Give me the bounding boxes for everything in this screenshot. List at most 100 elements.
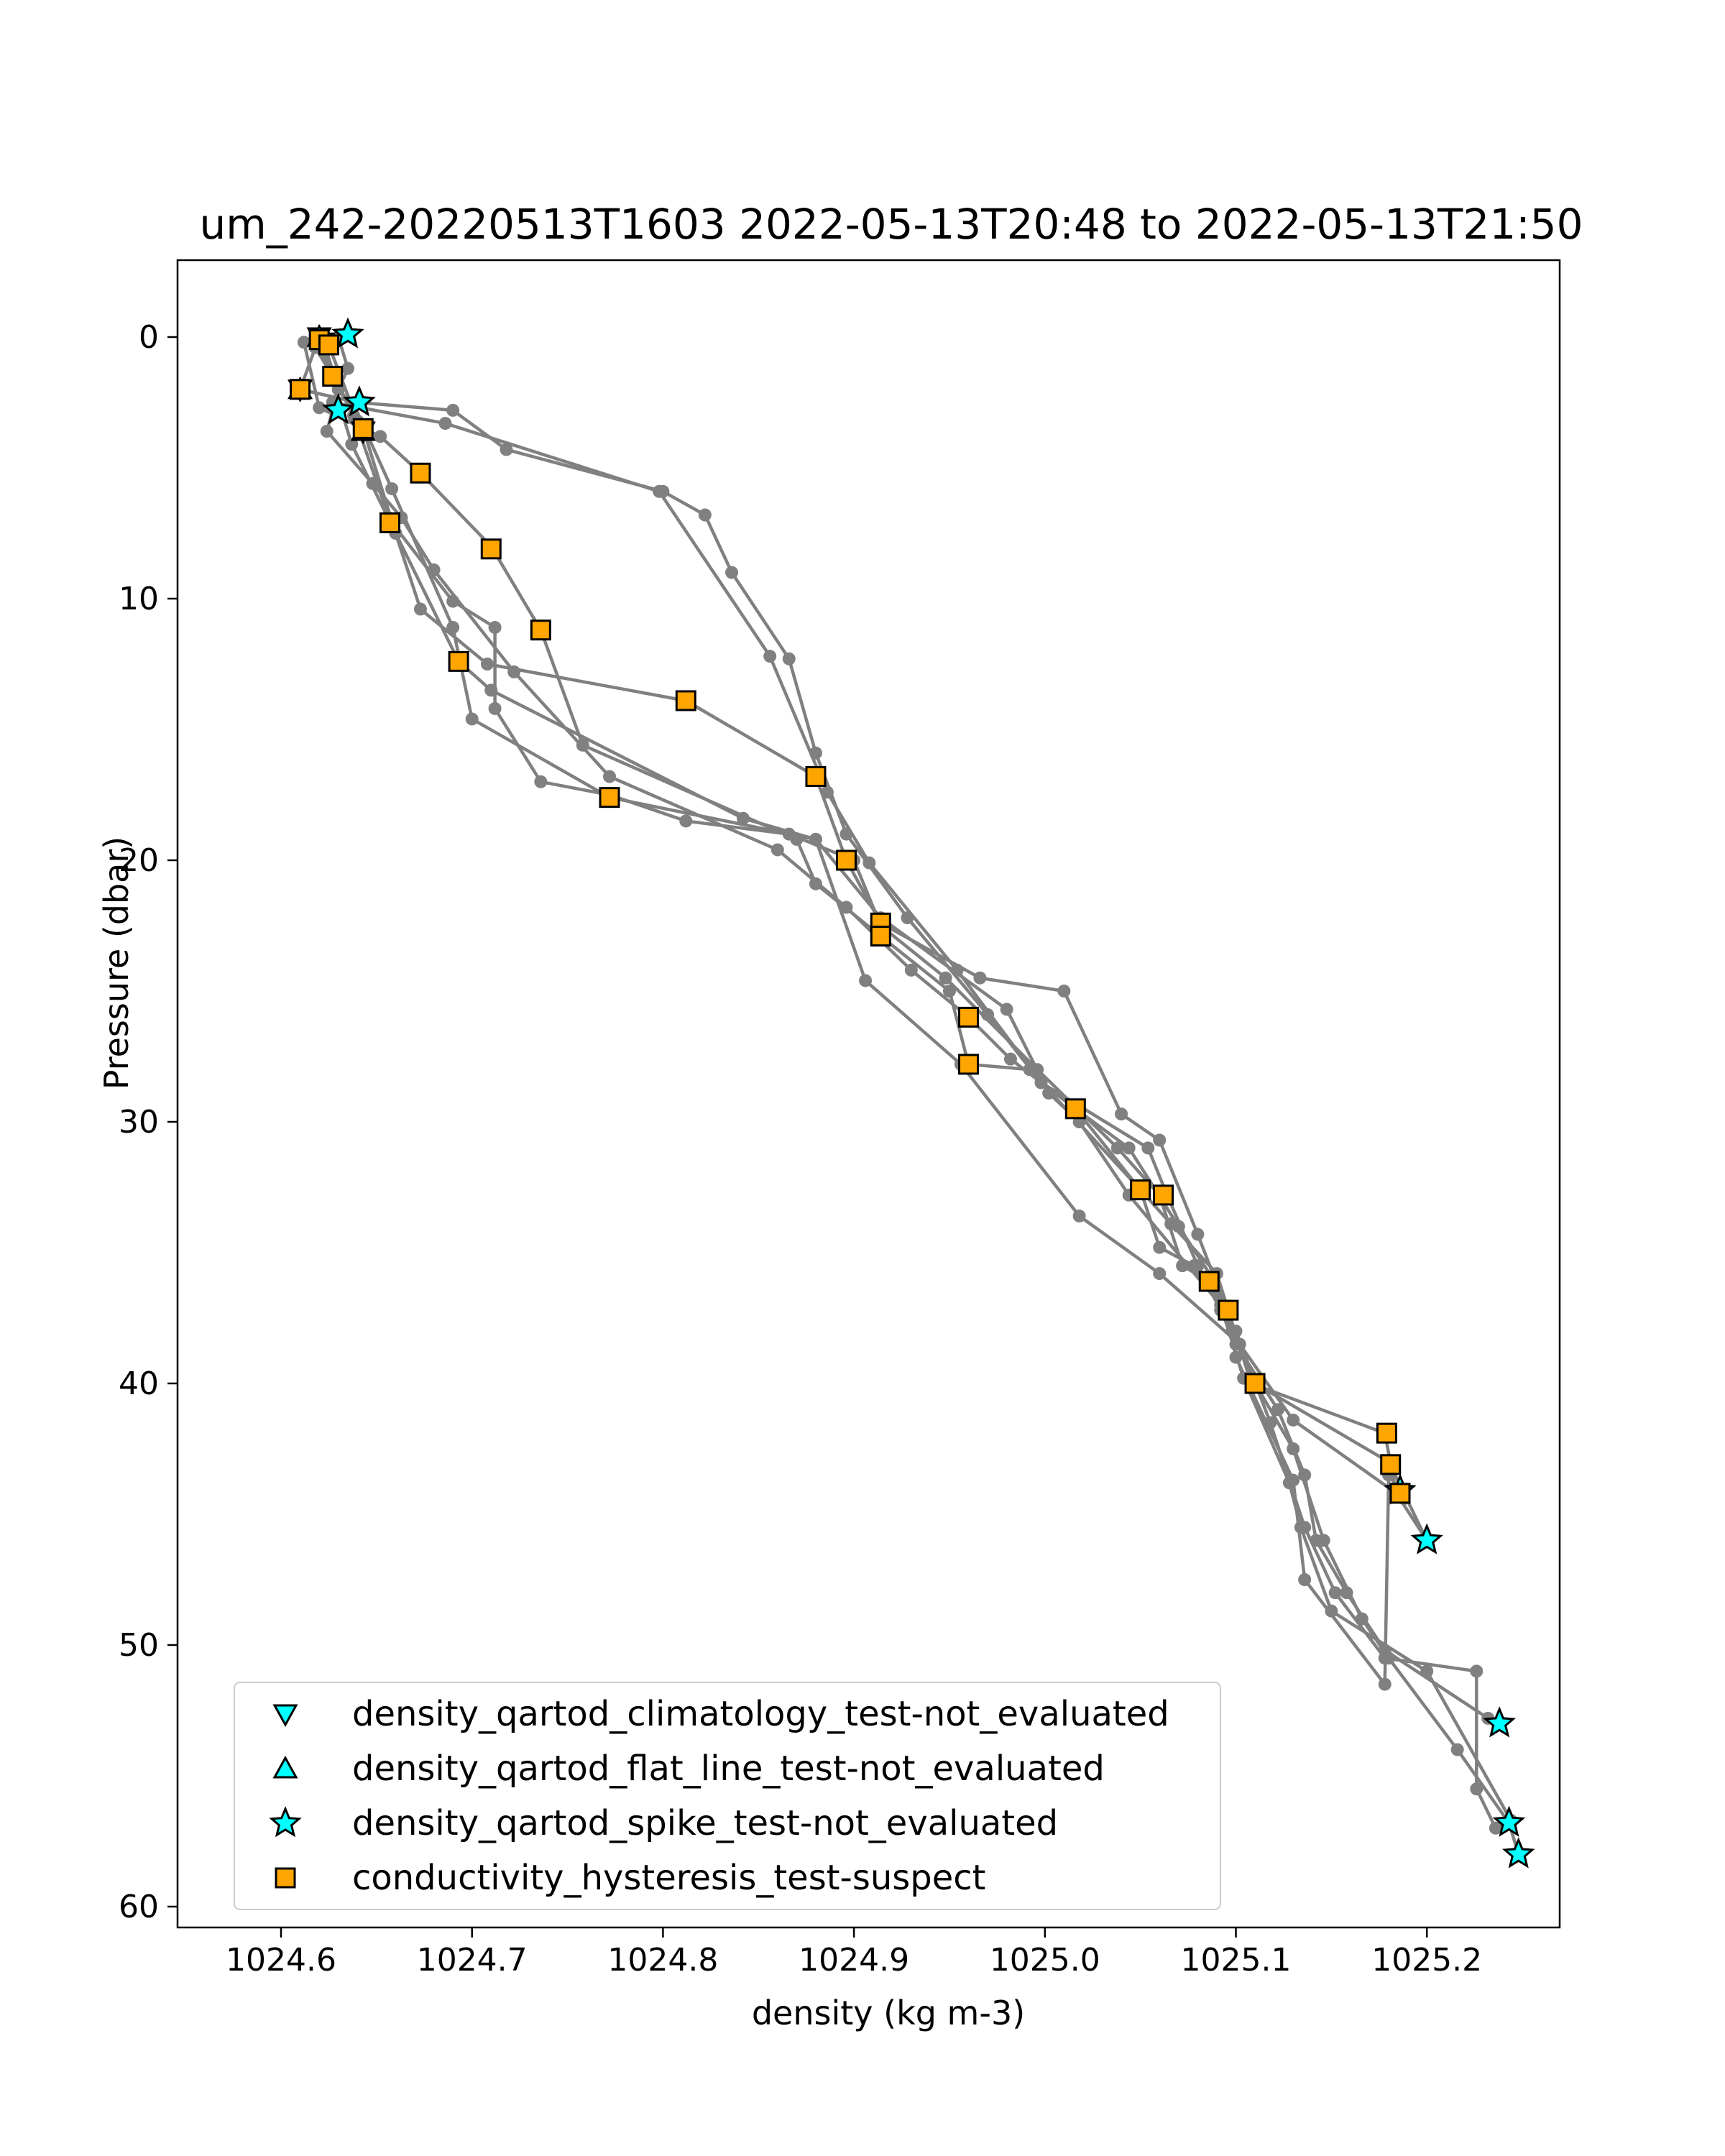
profile-7-point <box>1233 1337 1246 1351</box>
y-tick-label: 40 <box>119 1365 159 1402</box>
series-4-marker <box>352 418 374 439</box>
profile-8-point <box>809 832 822 846</box>
profile-8-point <box>1325 1604 1338 1618</box>
profile-3-point <box>1470 1664 1484 1678</box>
profile-line-2 <box>331 336 1501 1726</box>
series-4-marker <box>958 1054 980 1075</box>
profile-6-point <box>1153 1133 1167 1147</box>
profile-2-point <box>1141 1141 1155 1155</box>
series-4-marker <box>1130 1179 1151 1201</box>
profile-4-point <box>1378 1677 1392 1691</box>
series-4-marker <box>599 787 620 808</box>
profile-3-point <box>488 701 502 715</box>
series-4-marker <box>379 512 400 533</box>
y-tick-label: 30 <box>119 1104 159 1141</box>
legend-label-2: density_qartod_flat_line_test-not_evalua… <box>352 1749 1105 1789</box>
series-4-marker <box>870 926 891 947</box>
profile-5-point <box>1164 1217 1178 1230</box>
series-4-marker <box>322 366 344 387</box>
profile-4-point <box>904 963 918 977</box>
profile-1-point <box>500 443 513 456</box>
series-4-marker <box>530 619 551 641</box>
profile-5-point <box>576 738 589 752</box>
profile-3-point <box>534 775 548 788</box>
profile-line-3 <box>313 341 1497 1829</box>
series-4-marker <box>410 462 431 484</box>
y-axis-label: Pressure (dbar) <box>97 837 136 1089</box>
legend: density_qartod_climatology_test-not_eval… <box>234 1682 1221 1910</box>
x-axis-label: density (kg m-3) <box>752 1994 1025 2032</box>
profile-1-point <box>725 566 739 579</box>
y-axis: 0 10 20 30 40 50 60 <box>119 319 178 1925</box>
series-3-marker <box>331 317 364 349</box>
profile-2-point <box>438 417 452 430</box>
profile-4-point <box>1003 1052 1017 1066</box>
profile-6-point <box>973 971 987 985</box>
x-tick-label: 1024.9 <box>799 1942 909 1978</box>
profile-4-point <box>603 770 617 783</box>
profile-8-point <box>1282 1476 1296 1490</box>
profile-3-point <box>939 971 952 985</box>
profile-7-point <box>1287 1413 1300 1427</box>
profile-1-point <box>698 508 712 522</box>
series-3-marker <box>343 385 376 417</box>
x-tick-label: 1025.2 <box>1371 1942 1482 1978</box>
y-tick-label: 60 <box>119 1889 159 1925</box>
legend-box <box>234 1682 1221 1910</box>
profile-6-point <box>480 658 494 671</box>
profile-7-point <box>1072 1210 1086 1223</box>
series-4-marker <box>1376 1422 1397 1444</box>
legend-label-1: density_qartod_climatology_test-not_eval… <box>352 1694 1169 1734</box>
series-4-marker <box>448 650 469 672</box>
profile-7-point <box>385 482 399 496</box>
series-3-marker <box>1492 1805 1526 1837</box>
profile-5-point <box>374 430 387 443</box>
profile-line-7 <box>313 346 1405 1501</box>
profile-5-point <box>942 985 956 998</box>
profile-8-point <box>484 683 498 697</box>
profile-8-point <box>1000 1003 1013 1016</box>
profile-line-4 <box>321 338 1402 1686</box>
profile-3-point <box>488 621 502 635</box>
profile-2-point <box>763 650 777 663</box>
profile-5-point <box>313 401 326 415</box>
profile-5-point <box>809 877 822 890</box>
profile-1-point <box>1122 1141 1136 1155</box>
profile-2-point <box>1298 1468 1312 1482</box>
x-tick-label: 1025.0 <box>990 1942 1100 1978</box>
profile-4-point <box>1153 1240 1167 1254</box>
profile-6-point <box>413 602 427 616</box>
profile-4-point <box>320 425 334 438</box>
series-4-marker <box>675 690 696 711</box>
profile-8-point <box>1042 1086 1056 1100</box>
profile-2-point <box>862 856 876 870</box>
y-tick-label: 10 <box>119 581 159 617</box>
profile-1-point <box>782 652 796 665</box>
profile-1-point <box>1450 1743 1464 1756</box>
series-4-marker <box>1198 1271 1220 1292</box>
profile-8-point <box>1420 1664 1434 1678</box>
series-4-marker <box>1380 1454 1402 1475</box>
series-4-marker <box>318 334 339 356</box>
profile-8-point <box>736 811 750 825</box>
profile-4-point <box>770 843 784 857</box>
series-3-marker <box>1410 1523 1443 1554</box>
series-4-marker <box>1244 1373 1266 1394</box>
series-4-marker <box>1153 1184 1174 1206</box>
profile-7-point <box>859 974 873 987</box>
profile-8-point <box>1294 1521 1307 1534</box>
profile-4-point <box>1298 1573 1312 1586</box>
profile-line-1 <box>298 336 1520 1855</box>
x-tick-label: 1024.7 <box>417 1942 528 1978</box>
y-tick-label: 0 <box>139 319 159 356</box>
profile-2-point <box>1340 1586 1353 1600</box>
profile-7-point <box>446 621 460 635</box>
series-3-marker <box>1483 1706 1516 1738</box>
series-4-marker <box>1064 1098 1086 1120</box>
x-tick-label: 1025.1 <box>1181 1942 1292 1978</box>
profile-5-point <box>297 336 310 349</box>
series-4-marker <box>480 538 502 560</box>
legend-label-4: conductivity_hysteresis_test-suspect <box>352 1858 985 1898</box>
profile-3-point <box>1489 1821 1502 1835</box>
